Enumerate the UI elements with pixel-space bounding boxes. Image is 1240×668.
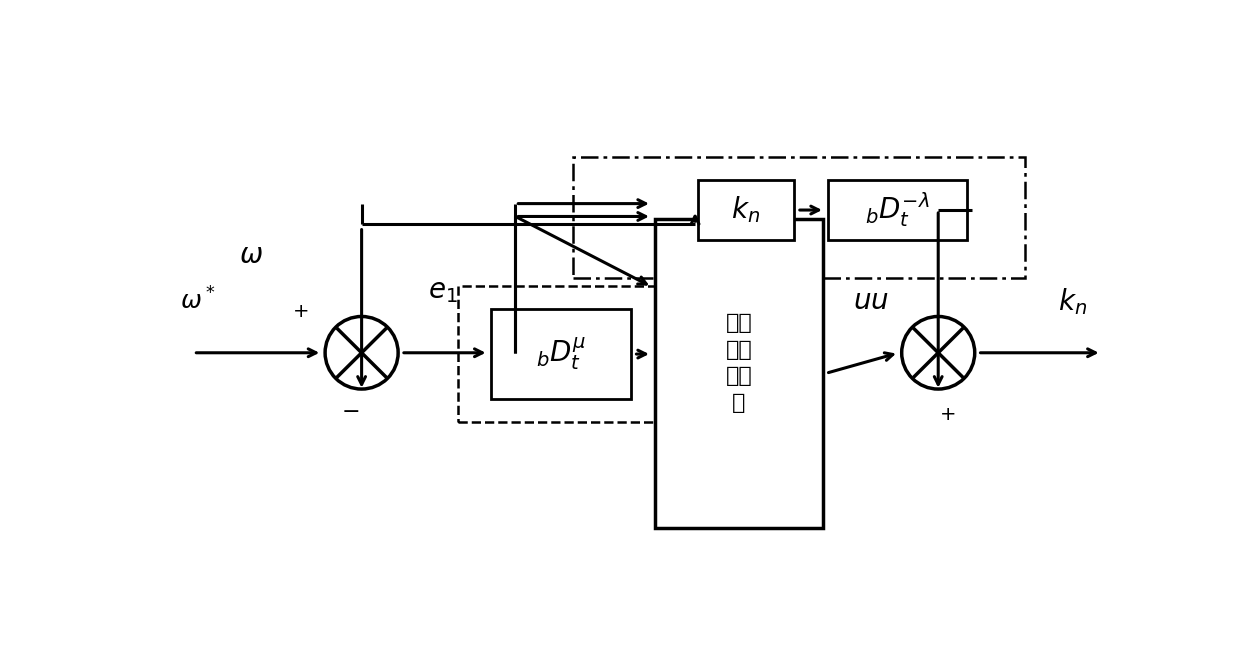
Text: $_{b}D_{t}^{-\lambda}$: $_{b}D_{t}^{-\lambda}$ xyxy=(866,191,930,229)
Bar xyxy=(491,309,631,399)
Ellipse shape xyxy=(901,317,975,389)
Bar xyxy=(828,180,967,240)
Ellipse shape xyxy=(325,317,398,389)
Text: $k_n$: $k_n$ xyxy=(1058,286,1087,317)
Text: $\omega$: $\omega$ xyxy=(239,241,263,269)
Bar xyxy=(698,180,794,240)
Text: $k_n$: $k_n$ xyxy=(732,194,760,225)
Text: −: − xyxy=(341,402,360,422)
Text: $uu$: $uu$ xyxy=(853,287,889,315)
Bar xyxy=(573,157,1024,278)
Text: $_{b}D_{t}^{\mu}$: $_{b}D_{t}^{\mu}$ xyxy=(536,335,587,373)
Text: $e_1$: $e_1$ xyxy=(429,277,458,305)
Bar xyxy=(458,286,655,422)
Text: $\omega^*$: $\omega^*$ xyxy=(180,288,216,315)
Bar xyxy=(655,219,823,528)
Text: +: + xyxy=(940,405,956,424)
Text: 二维
模糊
控制
器: 二维 模糊 控制 器 xyxy=(725,313,753,413)
Text: +: + xyxy=(293,302,309,321)
